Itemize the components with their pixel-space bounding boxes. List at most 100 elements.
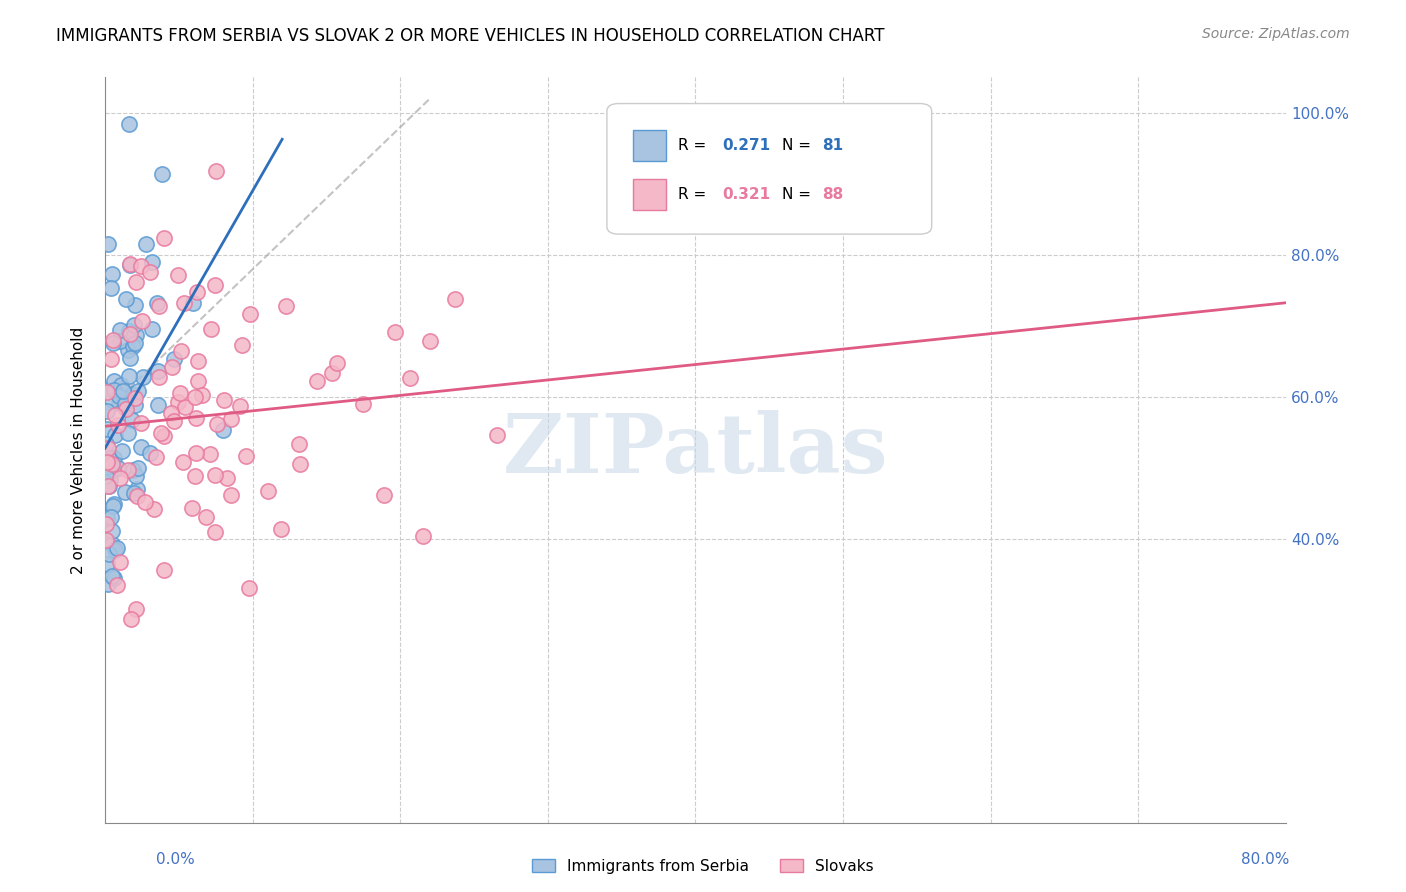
Point [121, 387, 143, 401]
Point [198, 447, 221, 461]
Point [96, 511, 118, 525]
Point [118, 351, 141, 366]
Point [100, 268, 122, 282]
Point [101, 462, 124, 476]
Point [100, 281, 122, 295]
Point [96, 460, 118, 475]
Point [97, 548, 120, 562]
Point [96, 458, 118, 473]
Point [101, 499, 124, 513]
Point [143, 501, 166, 516]
Point [96, 403, 118, 417]
Point [173, 400, 195, 414]
Point [159, 406, 181, 420]
Point [305, 374, 328, 388]
Point [167, 395, 190, 409]
Point [115, 292, 138, 306]
Point [186, 410, 208, 425]
Point [172, 455, 194, 469]
Point [212, 392, 235, 407]
Point [238, 581, 260, 595]
Point [139, 445, 162, 459]
Point [231, 338, 253, 352]
Point [120, 327, 142, 342]
Point [127, 461, 149, 475]
Point [148, 364, 170, 378]
Point [134, 495, 156, 509]
Point [101, 568, 124, 582]
Point [187, 354, 209, 368]
Point [118, 324, 141, 338]
Point [205, 164, 228, 178]
Point [117, 343, 139, 357]
Point [194, 509, 217, 524]
Point [129, 417, 152, 431]
Point [148, 370, 170, 384]
Point [131, 440, 153, 454]
Text: 88: 88 [823, 187, 844, 202]
Point [148, 299, 170, 313]
Point [129, 259, 152, 273]
Point [274, 299, 297, 313]
Point [187, 374, 209, 388]
Point [321, 366, 343, 380]
Point [108, 555, 131, 569]
Point [256, 484, 278, 499]
Point [96, 383, 118, 397]
Point [112, 384, 135, 398]
Point [443, 293, 465, 307]
Point [98, 473, 121, 487]
Point [120, 612, 142, 626]
Point [167, 268, 190, 282]
Bar [633, 129, 666, 161]
Point [118, 117, 141, 131]
FancyBboxPatch shape [607, 103, 932, 234]
Point [184, 390, 207, 404]
Text: 0.0%: 0.0% [156, 852, 195, 867]
Point [287, 436, 309, 450]
Point [145, 450, 167, 465]
Point [204, 524, 226, 539]
Point [108, 395, 131, 409]
Point [184, 469, 207, 483]
Point [96, 437, 118, 451]
Point [120, 258, 142, 272]
Point [163, 414, 186, 428]
Point [186, 446, 208, 460]
Point [125, 328, 148, 343]
Point [124, 298, 146, 312]
Point [118, 257, 141, 271]
Point [101, 392, 124, 407]
Point [152, 429, 174, 443]
Point [419, 334, 441, 348]
Point [200, 321, 222, 335]
Text: N =: N = [782, 187, 815, 202]
Point [122, 339, 145, 353]
Point [96, 479, 118, 493]
Legend: Immigrants from Serbia, Slovaks: Immigrants from Serbia, Slovaks [526, 853, 880, 880]
Point [103, 374, 125, 388]
Point [110, 378, 132, 392]
Point [288, 457, 311, 471]
Point [114, 397, 136, 411]
Point [149, 425, 172, 440]
Point [204, 278, 226, 293]
Point [221, 412, 243, 426]
Point [169, 385, 191, 400]
Bar [633, 179, 666, 211]
Point [96, 422, 118, 436]
Point [229, 399, 252, 413]
Point [132, 370, 155, 384]
Point [173, 296, 195, 310]
Point [117, 463, 139, 477]
Point [103, 451, 125, 466]
Point [108, 323, 131, 337]
Point [97, 479, 120, 493]
Point [186, 285, 208, 300]
Text: N =: N = [782, 138, 815, 153]
Point [96, 454, 118, 468]
Point [127, 384, 149, 399]
Point [160, 360, 183, 375]
Point [204, 467, 226, 482]
Point [121, 463, 143, 477]
